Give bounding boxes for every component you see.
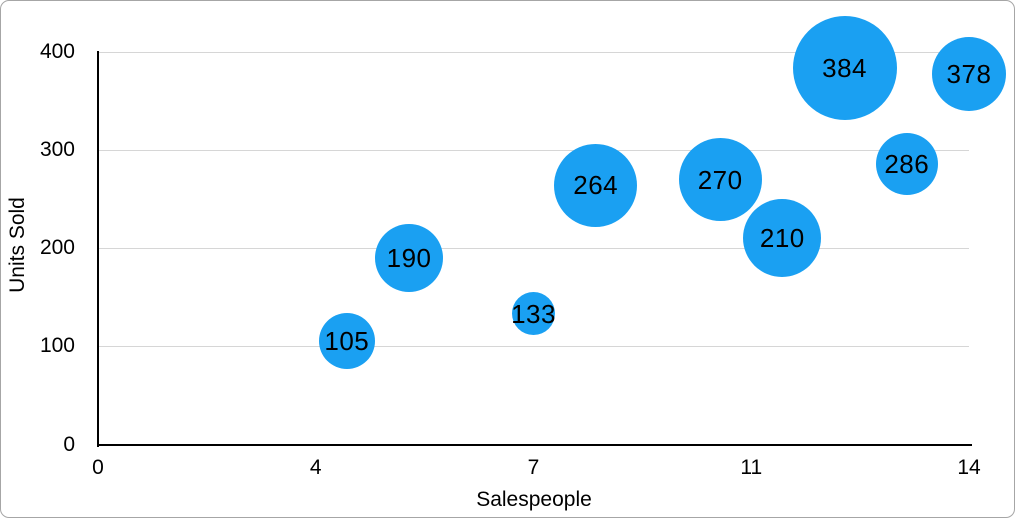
x-tick-label: 14: [957, 456, 981, 479]
bubble-value-label: 270: [697, 164, 743, 195]
data-bubble: 133: [511, 292, 556, 336]
data-bubble: 105: [318, 313, 375, 370]
y-axis-title: Units Sold: [6, 197, 29, 293]
bubble-value-label: 105: [324, 326, 370, 357]
y-tick-label: 200: [39, 236, 75, 260]
y-gridline: [98, 150, 969, 151]
x-tick-label: 7: [527, 456, 540, 479]
bubble-value-label: 133: [511, 298, 556, 329]
bubble-value-label: 210: [759, 223, 805, 254]
bubble-value-label: 264: [573, 170, 619, 201]
data-bubble: 190: [375, 224, 444, 293]
bubble-value-label: 384: [822, 52, 867, 83]
data-bubble: 270: [678, 138, 762, 222]
x-tick-label: 11: [740, 456, 763, 479]
x-axis-line: [97, 444, 972, 446]
bubble-value-label: 378: [946, 58, 992, 89]
y-gridline: [98, 346, 969, 347]
y-tick-label: 100: [39, 334, 75, 358]
bubble-value-label: 286: [884, 148, 930, 179]
data-bubble: 210: [743, 199, 822, 278]
y-tick-label: 400: [39, 40, 75, 63]
x-axis-title: Salespeople: [476, 488, 592, 511]
bubble-value-label: 190: [386, 243, 432, 274]
data-bubble: 286: [875, 132, 938, 195]
data-bubble: 264: [554, 143, 638, 227]
y-axis-line: [97, 51, 99, 447]
y-tick-label: 0: [63, 432, 75, 456]
data-bubble: 384: [792, 15, 897, 120]
data-bubble: 378: [932, 36, 1006, 111]
y-tick-label: 300: [39, 138, 75, 162]
y-gridline: [98, 52, 969, 53]
y-gridline: [98, 248, 969, 249]
x-tick-label: 0: [92, 456, 104, 479]
x-tick-label: 4: [309, 456, 322, 479]
